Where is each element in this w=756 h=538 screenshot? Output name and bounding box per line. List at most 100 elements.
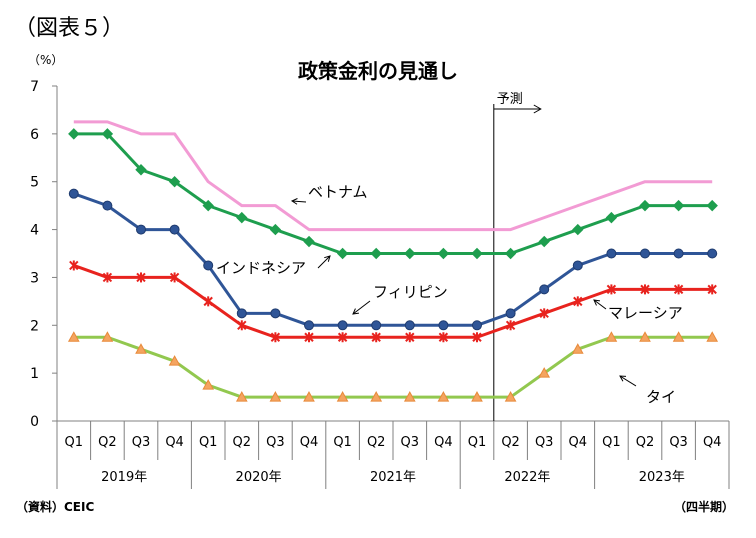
period-note: （四半期） — [673, 500, 734, 514]
data-point — [236, 211, 248, 224]
data-point — [673, 284, 684, 295]
data-point — [101, 128, 114, 140]
series-label-arrow-head — [619, 375, 627, 382]
series-line — [73, 264, 713, 339]
x-tick-label: Q4 — [165, 435, 184, 450]
data-point — [135, 164, 147, 176]
x-tick-label: Q3 — [401, 435, 420, 450]
data-point — [437, 391, 450, 402]
series-line — [73, 132, 713, 255]
data-point — [606, 248, 617, 259]
x-tick-label: Q3 — [535, 435, 554, 450]
series-line — [73, 120, 713, 232]
data-point — [68, 128, 80, 140]
year-label: 2023年 — [639, 470, 685, 485]
data-point — [237, 320, 247, 331]
series-name-label: ベトナム — [308, 183, 368, 201]
axes: 0 1 2 3 4 5 6 7 Q1 Q2 Q3 Q4 Q1 Q2 Q3 Q4 Q1 Q2 Q3 Q4 Q1 Q2 Q3 Q4… — [30, 79, 730, 489]
data-point — [68, 188, 79, 199]
data-point — [471, 247, 483, 260]
data-point — [269, 223, 282, 236]
data-point — [370, 247, 382, 260]
chart-title: 政策金利の見通し — [298, 59, 458, 83]
data-point — [571, 343, 584, 354]
data-point — [707, 284, 717, 295]
data-point — [505, 308, 516, 319]
y-tick-label: 1 — [30, 366, 39, 382]
data-point — [303, 235, 315, 248]
data-point — [471, 391, 483, 402]
series-name-label: マレーシア — [608, 304, 683, 322]
series-name-label: フィリピン — [373, 283, 448, 301]
y-tick-label: 7 — [30, 79, 39, 95]
series-label-arrow-head — [352, 308, 360, 315]
series-label-arrow-head — [290, 198, 298, 205]
series-line — [73, 335, 713, 399]
data-point — [336, 391, 349, 402]
data-point — [270, 308, 281, 319]
data-point — [304, 332, 314, 343]
data-point — [370, 391, 383, 402]
y-tick-label: 5 — [30, 175, 39, 191]
data-point — [640, 284, 650, 295]
data-point — [136, 224, 146, 235]
series-name-label: インドネシア — [216, 259, 306, 277]
x-tick-label: Q2 — [367, 435, 386, 450]
series-label-arrow — [352, 300, 371, 315]
x-tick-label: Q4 — [569, 435, 588, 450]
data-point — [640, 248, 650, 259]
data-point — [371, 320, 382, 331]
data-point — [102, 272, 113, 283]
data-point — [573, 296, 583, 307]
data-point — [270, 332, 281, 343]
data-point — [304, 320, 314, 331]
x-tick-label: Q1 — [468, 435, 487, 450]
data-point — [169, 272, 180, 283]
x-tick-label: Q2 — [501, 435, 520, 450]
data-point — [472, 320, 482, 331]
data-point — [706, 331, 719, 342]
data-point — [606, 284, 617, 295]
data-point — [539, 284, 550, 295]
data-point — [605, 331, 618, 342]
data-point — [203, 260, 214, 271]
series-label-arrow — [593, 299, 607, 310]
data-point — [269, 391, 282, 402]
source-note: （資料）CEIC — [16, 500, 95, 514]
x-tick-label: Q1 — [602, 435, 621, 450]
forecast-label: 予測 — [497, 92, 523, 107]
data-point — [168, 176, 181, 188]
data-point — [169, 224, 180, 235]
data-point — [136, 272, 146, 283]
x-tick-label: Q3 — [266, 435, 285, 450]
series-label-arrow — [291, 200, 307, 203]
x-tick-label: Q4 — [703, 435, 722, 450]
year-label: 2022年 — [504, 470, 550, 485]
data-point — [438, 320, 449, 331]
data-point — [707, 248, 718, 259]
series-label-arrow-head — [593, 299, 601, 306]
data-point — [203, 296, 213, 307]
data-point — [572, 223, 584, 236]
data-point — [504, 247, 517, 260]
x-tick-label: Q4 — [434, 435, 453, 450]
data-point — [438, 332, 449, 343]
y-axis-unit: （%） — [28, 53, 63, 67]
series-label-arrow — [619, 375, 637, 387]
series-label-arrow — [317, 255, 331, 269]
data-point — [336, 247, 349, 260]
data-point — [303, 391, 315, 402]
data-point — [539, 308, 549, 319]
data-point — [135, 343, 147, 354]
data-point — [69, 260, 79, 271]
data-point — [405, 332, 415, 343]
data-point — [639, 331, 651, 342]
forecast-arrow-head — [533, 104, 542, 114]
series-label-arrow-head — [324, 255, 331, 262]
x-tick-label: Q1 — [333, 435, 352, 450]
x-tick-label: Q1 — [199, 435, 218, 450]
data-point — [706, 199, 718, 212]
series-layer — [67, 120, 719, 402]
data-point — [337, 332, 348, 343]
